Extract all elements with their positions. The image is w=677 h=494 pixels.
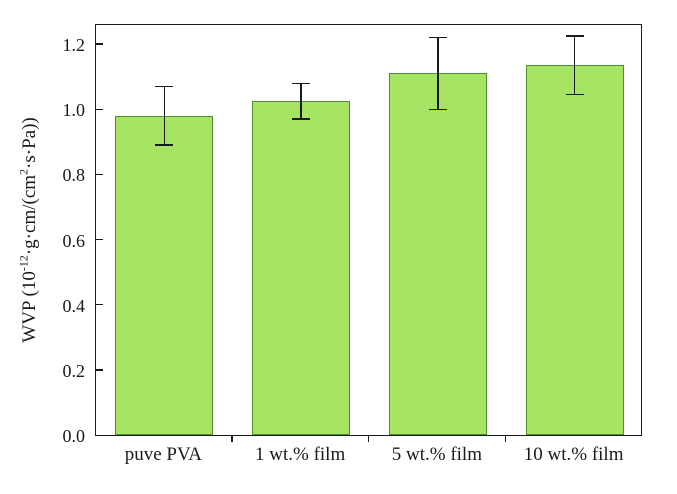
y-tick-mark xyxy=(96,303,103,306)
x-tick-label: 1 wt.% film xyxy=(255,444,346,465)
error-bar-cap xyxy=(565,93,584,96)
y-tick-label: 0.2 xyxy=(62,360,86,381)
bar-1-wt-film xyxy=(252,101,351,435)
y-tick-mark xyxy=(96,173,103,176)
bar-5-wt-film xyxy=(388,73,487,435)
error-bar-stem xyxy=(163,86,166,146)
error-bar-cap xyxy=(428,36,447,39)
error-bar-stem xyxy=(300,83,302,120)
error-bar-cap xyxy=(155,144,174,146)
error-bar-cap xyxy=(428,108,447,111)
x-tick-mark xyxy=(367,436,370,442)
bar-10-wt-film xyxy=(525,65,624,435)
error-bar-cap xyxy=(292,82,311,85)
y-tick-label: 0.4 xyxy=(62,295,86,316)
y-tick-mark xyxy=(96,369,103,371)
x-tick-label: 5 wt.% film xyxy=(391,444,482,465)
error-bar-cap xyxy=(155,85,174,88)
y-tick-label: 0.0 xyxy=(62,426,86,446)
y-tick-label: 0.8 xyxy=(62,165,86,186)
x-tick-mark xyxy=(231,436,233,442)
y-tick-mark xyxy=(96,238,103,241)
y-tick-label: 0.6 xyxy=(62,230,86,251)
error-bar-cap xyxy=(292,118,311,120)
error-bar-stem xyxy=(437,37,439,110)
x-tick-mark xyxy=(504,436,506,442)
y-tick-mark xyxy=(96,108,103,111)
y-tick-mark xyxy=(96,43,103,45)
bar-puve-pva xyxy=(115,115,214,435)
plot-area xyxy=(95,24,642,436)
y-tick-label: 1.2 xyxy=(62,35,86,56)
x-tick-label: 10 wt.% film xyxy=(523,444,624,465)
error-bar-stem xyxy=(573,36,576,95)
y-tick-label: 1.0 xyxy=(62,100,86,121)
x-tick-label: puve PVA xyxy=(124,444,202,465)
error-bar-cap xyxy=(565,35,584,37)
